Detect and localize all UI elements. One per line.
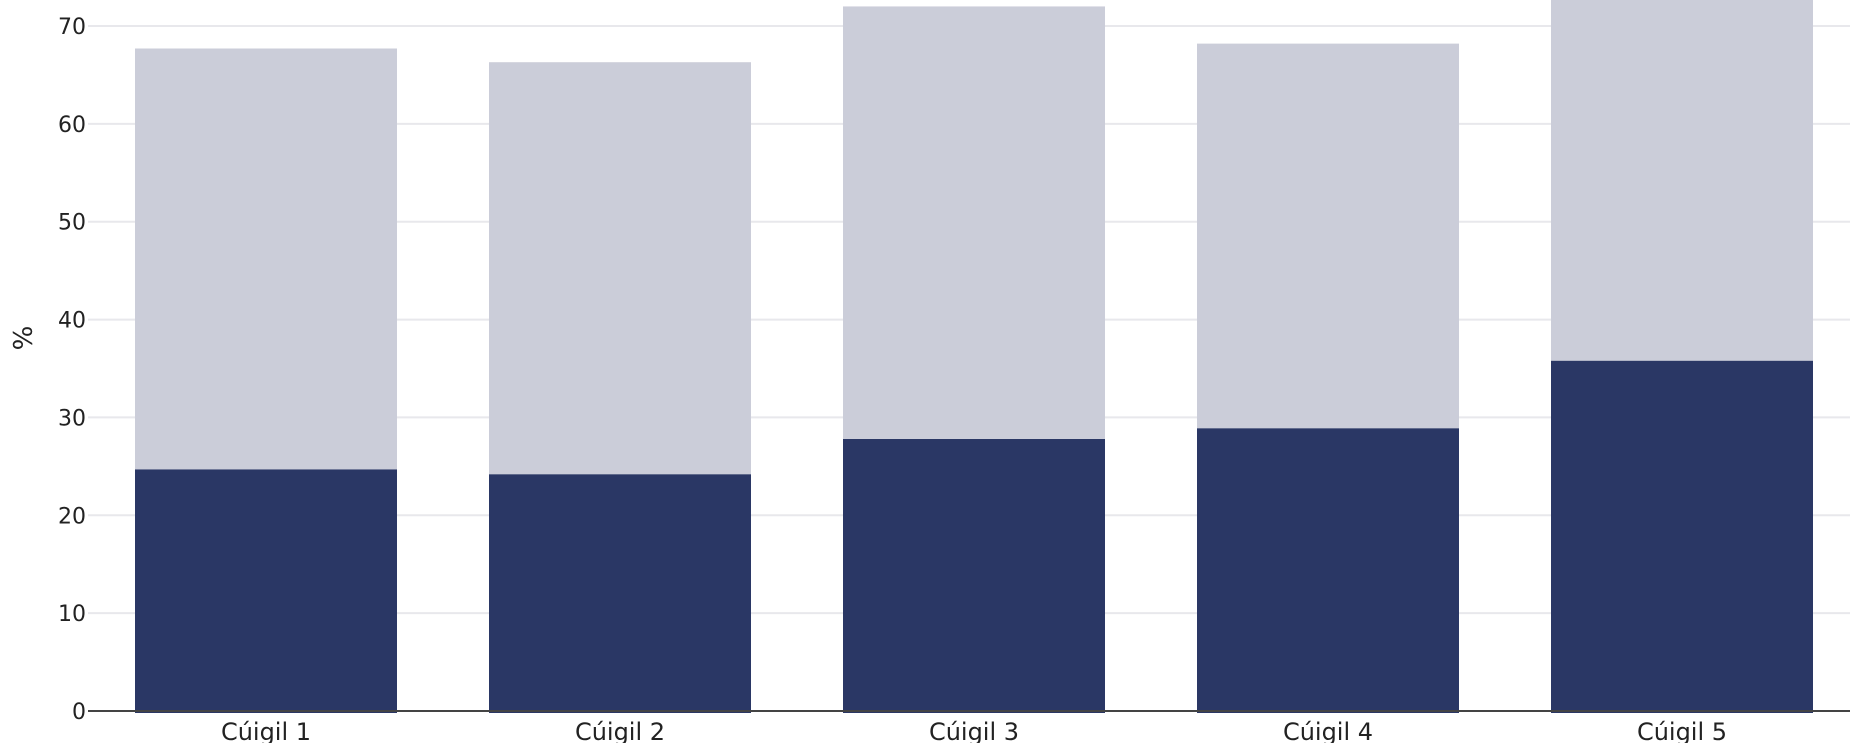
x-axis-ticks: Cúigil 1 Cúigil 2 Cúigil 3 Cúigil 4 Cúigil 5: [221, 718, 1727, 746]
bar-segment-series-1: [843, 438, 1105, 713]
y-tick-label: 50: [58, 211, 86, 236]
bar-segment-series-1: [1551, 360, 1813, 713]
y-tick-label: 40: [58, 309, 86, 334]
bars: [135, 0, 1813, 713]
x-tick-label: Cúigil 5: [1637, 718, 1727, 743]
bar-segment-series-1: [489, 474, 751, 713]
x-tick-label: Cúigil 1: [221, 718, 311, 743]
bar-segment-series-2: [1197, 43, 1459, 429]
bar-segment-series-2: [843, 6, 1105, 439]
y-tick-label: 0: [72, 700, 86, 725]
bar-segment-series-2: [489, 62, 751, 475]
y-tick-label: 70: [58, 15, 86, 40]
bar-segment-series-2: [135, 48, 397, 470]
bar-segment-series-1: [135, 469, 397, 713]
y-tick-label: 60: [58, 113, 86, 138]
y-axis-title: %: [9, 326, 39, 351]
x-tick-label: Cúigil 3: [929, 718, 1019, 743]
y-tick-label: 10: [58, 602, 86, 627]
bar-segment-series-2: [1551, 0, 1813, 361]
y-axis-ticks: 0 10 20 30 40 50 60 70: [58, 15, 86, 725]
x-tick-label: Cúigil 2: [575, 718, 665, 743]
bar-segment-series-1: [1197, 428, 1459, 713]
y-tick-label: 20: [58, 504, 86, 529]
x-tick-label: Cúigil 4: [1283, 718, 1373, 743]
y-tick-label: 30: [58, 406, 86, 431]
